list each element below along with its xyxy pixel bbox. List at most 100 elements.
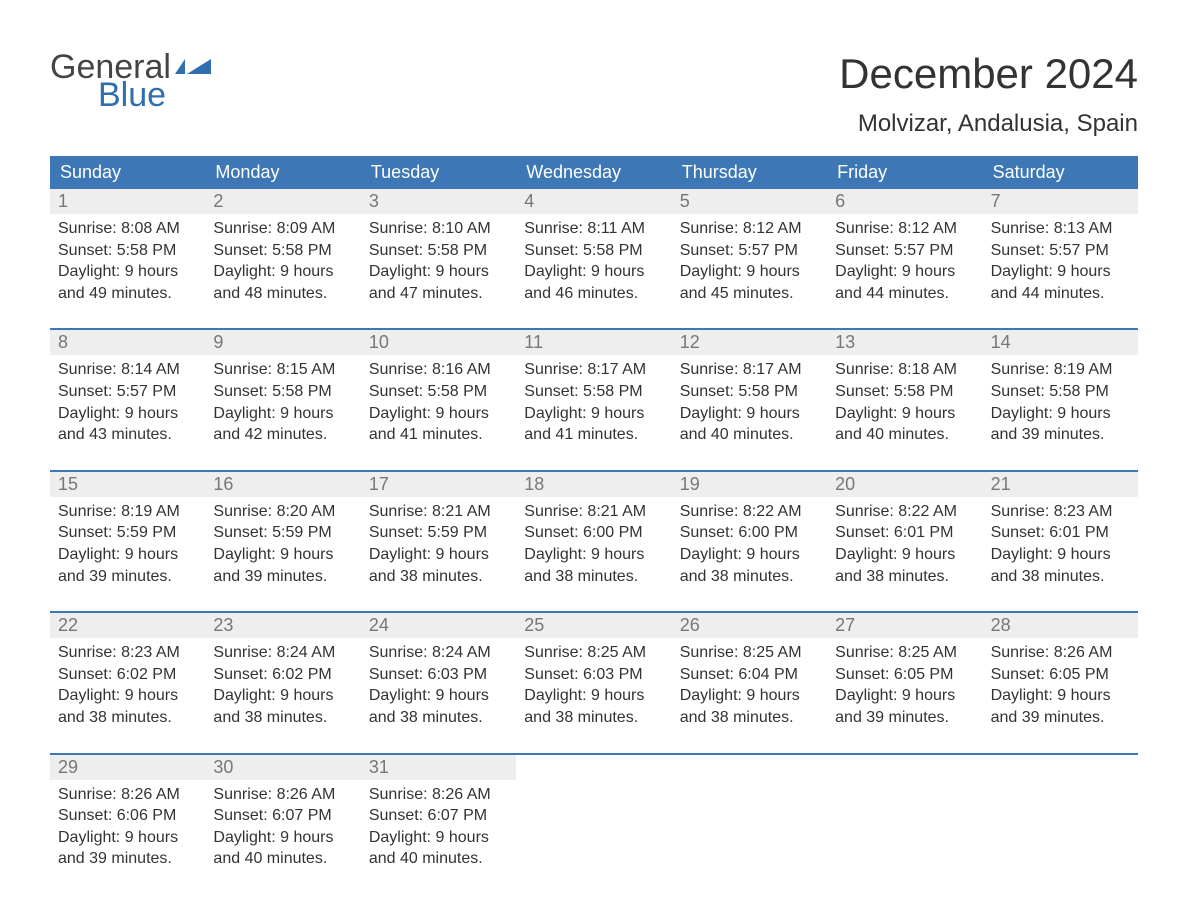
daylight-line: Daylight: 9 hours and 38 minutes. [58, 685, 197, 728]
day-details: Sunrise: 8:20 AMSunset: 5:59 PMDaylight:… [205, 497, 360, 595]
daylight-line: Daylight: 9 hours and 39 minutes. [991, 403, 1130, 446]
sunset-line: Sunset: 6:03 PM [369, 664, 508, 686]
sunrise-line: Sunrise: 8:22 AM [835, 501, 974, 523]
day-number: 3 [369, 191, 379, 211]
calendar-day [672, 755, 827, 878]
daylight-line: Daylight: 9 hours and 40 minutes. [835, 403, 974, 446]
day-details: Sunrise: 8:23 AMSunset: 6:02 PMDaylight:… [50, 638, 205, 736]
sunrise-line: Sunrise: 8:19 AM [58, 501, 197, 523]
calendar-day: 11Sunrise: 8:17 AMSunset: 5:58 PMDayligh… [516, 330, 671, 453]
sunrise-line: Sunrise: 8:24 AM [369, 642, 508, 664]
day-details: Sunrise: 8:26 AMSunset: 6:05 PMDaylight:… [983, 638, 1138, 736]
sunrise-line: Sunrise: 8:13 AM [991, 218, 1130, 240]
day-number: 12 [680, 332, 700, 352]
calendar-day: 1Sunrise: 8:08 AMSunset: 5:58 PMDaylight… [50, 189, 205, 312]
calendar-day: 17Sunrise: 8:21 AMSunset: 5:59 PMDayligh… [361, 472, 516, 595]
calendar-day: 20Sunrise: 8:22 AMSunset: 6:01 PMDayligh… [827, 472, 982, 595]
sunset-line: Sunset: 5:58 PM [835, 381, 974, 403]
calendar-week: 29Sunrise: 8:26 AMSunset: 6:06 PMDayligh… [50, 753, 1138, 878]
calendar-day: 2Sunrise: 8:09 AMSunset: 5:58 PMDaylight… [205, 189, 360, 312]
calendar-day: 9Sunrise: 8:15 AMSunset: 5:58 PMDaylight… [205, 330, 360, 453]
day-number: 23 [213, 615, 233, 635]
day-number: 26 [680, 615, 700, 635]
day-number: 16 [213, 474, 233, 494]
day-number: 27 [835, 615, 855, 635]
day-details: Sunrise: 8:24 AMSunset: 6:03 PMDaylight:… [361, 638, 516, 736]
day-number: 24 [369, 615, 389, 635]
sunset-line: Sunset: 6:02 PM [58, 664, 197, 686]
calendar-day: 7Sunrise: 8:13 AMSunset: 5:57 PMDaylight… [983, 189, 1138, 312]
sunset-line: Sunset: 5:58 PM [369, 240, 508, 262]
day-details: Sunrise: 8:26 AMSunset: 6:07 PMDaylight:… [361, 780, 516, 878]
sunset-line: Sunset: 5:58 PM [369, 381, 508, 403]
day-number: 4 [524, 191, 534, 211]
day-details: Sunrise: 8:26 AMSunset: 6:06 PMDaylight:… [50, 780, 205, 878]
calendar-week: 1Sunrise: 8:08 AMSunset: 5:58 PMDaylight… [50, 189, 1138, 312]
day-details: Sunrise: 8:12 AMSunset: 5:57 PMDaylight:… [827, 214, 982, 312]
sunrise-line: Sunrise: 8:15 AM [213, 359, 352, 381]
daylight-line: Daylight: 9 hours and 40 minutes. [213, 827, 352, 870]
sunrise-line: Sunrise: 8:25 AM [680, 642, 819, 664]
header: General Blue December 2024 Molvizar, And… [50, 50, 1138, 138]
sunrise-line: Sunrise: 8:08 AM [58, 218, 197, 240]
daylight-line: Daylight: 9 hours and 38 minutes. [369, 544, 508, 587]
calendar-day: 10Sunrise: 8:16 AMSunset: 5:58 PMDayligh… [361, 330, 516, 453]
sunrise-line: Sunrise: 8:22 AM [680, 501, 819, 523]
sunrise-line: Sunrise: 8:09 AM [213, 218, 352, 240]
calendar-day: 8Sunrise: 8:14 AMSunset: 5:57 PMDaylight… [50, 330, 205, 453]
daylight-line: Daylight: 9 hours and 39 minutes. [213, 544, 352, 587]
sunrise-line: Sunrise: 8:18 AM [835, 359, 974, 381]
calendar-day [827, 755, 982, 878]
daylight-line: Daylight: 9 hours and 38 minutes. [213, 685, 352, 728]
calendar-day: 31 Sunrise: 8:26 AMSunset: 6:07 PMDayligh… [361, 755, 516, 878]
sunrise-line: Sunrise: 8:24 AM [213, 642, 352, 664]
calendar-day: 15Sunrise: 8:19 AMSunset: 5:59 PMDayligh… [50, 472, 205, 595]
day-details: Sunrise: 8:24 AMSunset: 6:02 PMDaylight:… [205, 638, 360, 736]
day-number: 25 [524, 615, 544, 635]
day-details: Sunrise: 8:25 AMSunset: 6:04 PMDaylight:… [672, 638, 827, 736]
day-number: 17 [369, 474, 389, 494]
sunset-line: Sunset: 5:58 PM [213, 240, 352, 262]
daylight-line: Daylight: 9 hours and 40 minutes. [369, 827, 508, 870]
daylight-line: Daylight: 9 hours and 41 minutes. [369, 403, 508, 446]
day-details: Sunrise: 8:25 AMSunset: 6:05 PMDaylight:… [827, 638, 982, 736]
daylight-line: Daylight: 9 hours and 47 minutes. [369, 261, 508, 304]
sunset-line: Sunset: 6:07 PM [369, 805, 508, 827]
calendar-week: 22Sunrise: 8:23 AMSunset: 6:02 PMDayligh… [50, 611, 1138, 736]
sunset-line: Sunset: 5:58 PM [680, 381, 819, 403]
day-number: 1 [58, 191, 68, 211]
daylight-line: Daylight: 9 hours and 38 minutes. [991, 544, 1130, 587]
day-details: Sunrise: 8:09 AMSunset: 5:58 PMDaylight:… [205, 214, 360, 312]
day-details: Sunrise: 8:26 AMSunset: 6:07 PMDaylight:… [205, 780, 360, 878]
day-details: Sunrise: 8:17 AMSunset: 5:58 PMDaylight:… [672, 355, 827, 453]
day-number: 14 [991, 332, 1011, 352]
daylight-line: Daylight: 9 hours and 45 minutes. [680, 261, 819, 304]
daylight-line: Daylight: 9 hours and 44 minutes. [835, 261, 974, 304]
sunrise-line: Sunrise: 8:21 AM [369, 501, 508, 523]
daylight-line: Daylight: 9 hours and 38 minutes. [524, 685, 663, 728]
calendar-week: 15Sunrise: 8:19 AMSunset: 5:59 PMDayligh… [50, 470, 1138, 595]
sunrise-line: Sunrise: 8:26 AM [369, 784, 508, 806]
day-details: Sunrise: 8:19 AMSunset: 5:58 PMDaylight:… [983, 355, 1138, 453]
sunset-line: Sunset: 6:02 PM [213, 664, 352, 686]
calendar-day: 4Sunrise: 8:11 AMSunset: 5:58 PMDaylight… [516, 189, 671, 312]
day-details: Sunrise: 8:12 AMSunset: 5:57 PMDaylight:… [672, 214, 827, 312]
day-number: 19 [680, 474, 700, 494]
sunrise-line: Sunrise: 8:19 AM [991, 359, 1130, 381]
day-number: 30 [213, 757, 233, 777]
sunset-line: Sunset: 6:05 PM [835, 664, 974, 686]
calendar-day: 5Sunrise: 8:12 AMSunset: 5:57 PMDaylight… [672, 189, 827, 312]
weekday-header: Tuesday [361, 156, 516, 189]
daylight-line: Daylight: 9 hours and 49 minutes. [58, 261, 197, 304]
day-number: 31 [369, 757, 389, 777]
calendar-week: 8Sunrise: 8:14 AMSunset: 5:57 PMDaylight… [50, 328, 1138, 453]
sunset-line: Sunset: 6:01 PM [991, 522, 1130, 544]
daylight-line: Daylight: 9 hours and 38 minutes. [680, 685, 819, 728]
day-details: Sunrise: 8:23 AMSunset: 6:01 PMDaylight:… [983, 497, 1138, 595]
calendar-day: 13Sunrise: 8:18 AMSunset: 5:58 PMDayligh… [827, 330, 982, 453]
daylight-line: Daylight: 9 hours and 39 minutes. [991, 685, 1130, 728]
sunrise-line: Sunrise: 8:14 AM [58, 359, 197, 381]
daylight-line: Daylight: 9 hours and 38 minutes. [524, 544, 663, 587]
calendar-day: 29Sunrise: 8:26 AMSunset: 6:06 PMDayligh… [50, 755, 205, 878]
sunset-line: Sunset: 6:04 PM [680, 664, 819, 686]
